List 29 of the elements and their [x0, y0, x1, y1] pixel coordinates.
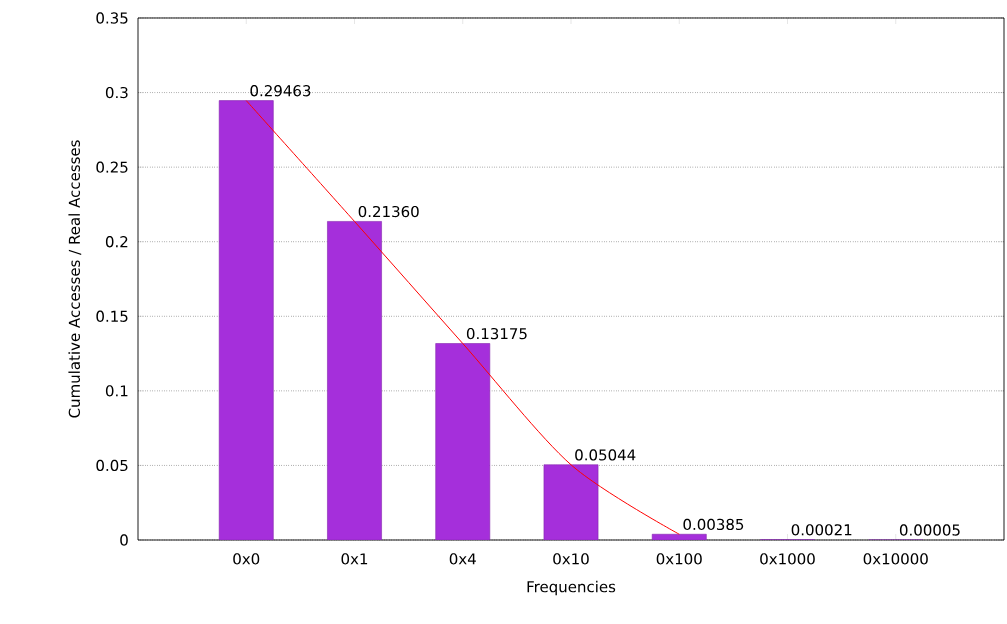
y-tick-label: 0.1: [105, 385, 128, 397]
x-tick-label: 0x10000: [863, 553, 928, 565]
data-label: 0.13175: [466, 327, 527, 340]
data-label: 0.05044: [575, 449, 636, 461]
y-tick-label: 0.25: [96, 161, 128, 173]
y-tick-label: 0.15: [96, 310, 128, 322]
x-tick-label: 0x100: [656, 553, 702, 565]
x-tick-label: 0x0: [233, 553, 260, 565]
x-tick-label: 0x4: [449, 553, 476, 565]
bar: [435, 343, 491, 540]
y-tick-label: 0.35: [96, 12, 128, 24]
y-tick-label: 0: [120, 534, 128, 546]
data-label: 0.29463: [250, 85, 311, 97]
y-axis-title: Cumulative Accesses / Real Accesses: [68, 140, 82, 418]
x-tick-label: 0x10: [553, 553, 589, 565]
bar: [543, 464, 599, 540]
bar: [327, 221, 382, 540]
data-label: 0.00005: [899, 524, 960, 536]
x-tick-label: 0x1000: [760, 553, 815, 565]
bar: [218, 100, 274, 540]
data-label: 0.00021: [791, 524, 852, 536]
x-axis-title: Frequencies: [527, 580, 616, 596]
y-tick-label: 0.05: [96, 459, 128, 472]
data-label: 0.00385: [683, 518, 744, 531]
y-tick-label: 0.3: [105, 86, 128, 99]
line-series: [245, 100, 680, 535]
x-tick-label: 0x1: [341, 553, 368, 565]
data-label: 0.21360: [358, 205, 419, 218]
y-tick-label: 0.2: [105, 236, 128, 248]
